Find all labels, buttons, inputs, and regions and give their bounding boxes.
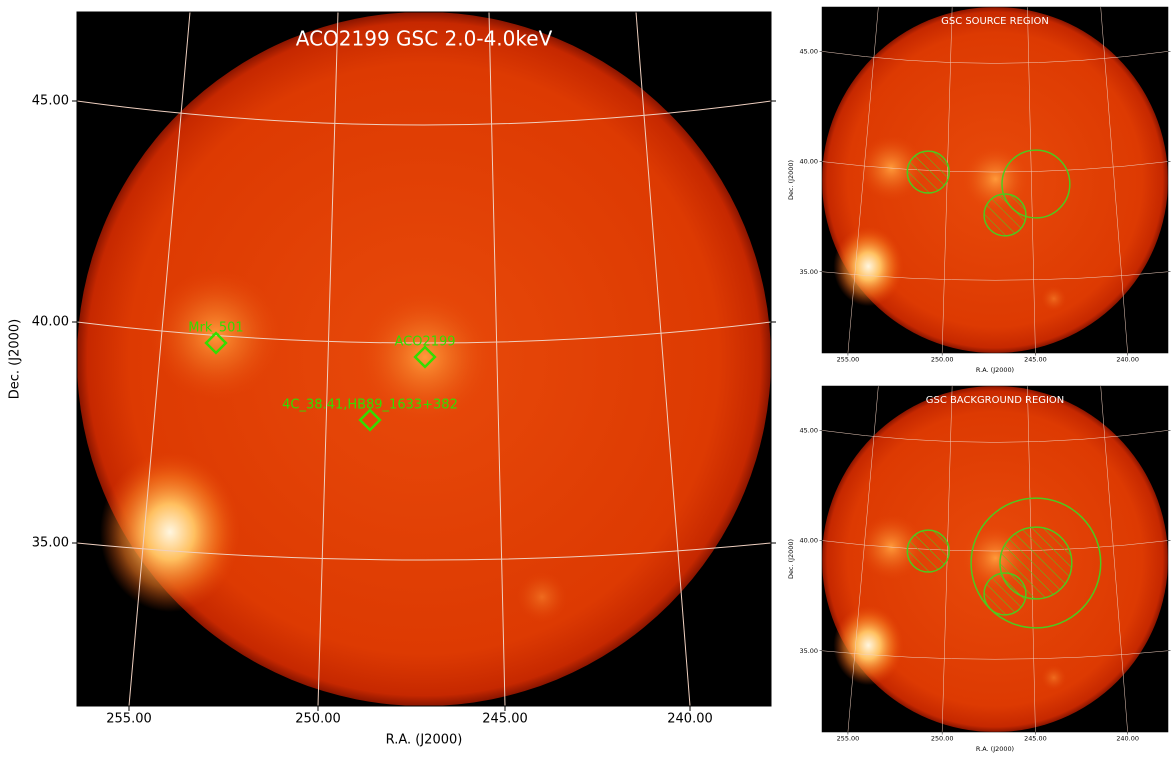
grid-line xyxy=(317,12,339,706)
y-tick-label: 35.00 xyxy=(32,536,69,551)
grid-line xyxy=(822,161,1169,173)
y-axis-label: Dec. (J2000) xyxy=(787,539,795,579)
grid-line xyxy=(822,430,1169,443)
main: 255.00 250.00 245.00 240.00 45.00 40.00 35.00 R… xyxy=(8,11,776,748)
x-tick-label: 240.00 xyxy=(667,712,713,727)
grid-line xyxy=(1027,7,1036,354)
y-tick-label: 45.00 xyxy=(799,426,818,434)
grid-line xyxy=(822,51,1169,64)
source-glow xyxy=(100,452,240,612)
y-tick-label: 40.00 xyxy=(799,158,818,166)
x-axis-label: R.A. (J2000) xyxy=(976,366,1014,374)
grid-line xyxy=(77,542,771,561)
hatched-region xyxy=(999,526,1073,600)
y-tick-label: 40.00 xyxy=(799,537,818,545)
plot-title: GSC SOURCE REGION xyxy=(941,16,1049,27)
x-tick-label: 255.00 xyxy=(837,356,860,364)
grid-line xyxy=(822,540,1169,552)
x-tick-label: 245.00 xyxy=(1024,735,1047,743)
source-panel: 255.00 250.00 245.00 240.00 45.00 40.00 35.00 R… xyxy=(787,6,1171,374)
x-axis-label: R.A. (J2000) xyxy=(976,745,1014,753)
frame xyxy=(76,11,772,707)
grid-line xyxy=(77,100,771,126)
region xyxy=(970,497,1102,629)
source-label: 4C_38.41,HB89_1633+382 xyxy=(282,398,458,413)
grid-line xyxy=(822,650,1169,660)
x-axis-label: R.A. (J2000) xyxy=(386,733,463,748)
grid-line xyxy=(128,12,191,706)
x-tick-label: 255.00 xyxy=(837,735,860,743)
frame xyxy=(821,385,1169,733)
grid-line xyxy=(1100,386,1128,733)
background-panel: 255.00 250.00 245.00 240.00 45.00 40.00 35.00 R… xyxy=(787,385,1171,753)
x-tick-label: 245.00 xyxy=(482,712,528,727)
y-tick-label: 45.00 xyxy=(799,47,818,55)
region xyxy=(1001,149,1071,219)
source-glow xyxy=(1041,665,1067,691)
source-label: ACO2199 xyxy=(394,335,455,350)
grid-line xyxy=(635,12,691,706)
y-tick-label: 40.00 xyxy=(32,315,69,330)
plot-title: ACO2199 GSC 2.0-4.0keV xyxy=(296,27,553,51)
grid-line xyxy=(488,12,506,706)
image xyxy=(822,7,1169,354)
y-tick-label: 45.00 xyxy=(32,94,69,109)
plot-title: GSC BACKGROUND REGION xyxy=(926,395,1064,406)
y-tick-label: 35.00 xyxy=(799,268,818,276)
grid-line xyxy=(847,386,879,733)
hatched-region xyxy=(983,193,1027,237)
grid-line xyxy=(822,271,1169,281)
frame xyxy=(821,6,1169,354)
source-marker xyxy=(413,345,437,369)
y-axis-label: Dec. (J2000) xyxy=(8,319,23,399)
source-marker xyxy=(358,408,382,432)
source-label: Mrk_501 xyxy=(188,321,243,336)
image xyxy=(822,386,1169,733)
source-marker xyxy=(204,331,228,355)
grid-line xyxy=(77,321,771,344)
source-glow xyxy=(360,292,490,422)
x-tick-label: 250.00 xyxy=(931,735,954,743)
x-tick-label: 250.00 xyxy=(295,712,341,727)
source-glow xyxy=(517,572,567,622)
source-glow xyxy=(833,226,904,307)
grid-line xyxy=(1100,7,1128,354)
y-tick-label: 35.00 xyxy=(799,647,818,655)
y-axis-label: Dec. (J2000) xyxy=(787,160,795,200)
source-glow xyxy=(1041,286,1067,312)
x-tick-label: 255.00 xyxy=(106,712,152,727)
x-tick-label: 250.00 xyxy=(931,356,954,364)
x-tick-label: 240.00 xyxy=(1116,356,1139,364)
grid-line xyxy=(847,7,879,354)
x-tick-label: 245.00 xyxy=(1024,356,1047,364)
hatched-region xyxy=(906,529,950,573)
hatched-region xyxy=(906,150,950,194)
image xyxy=(77,12,771,706)
source-glow xyxy=(833,605,904,686)
x-tick-label: 240.00 xyxy=(1116,735,1139,743)
